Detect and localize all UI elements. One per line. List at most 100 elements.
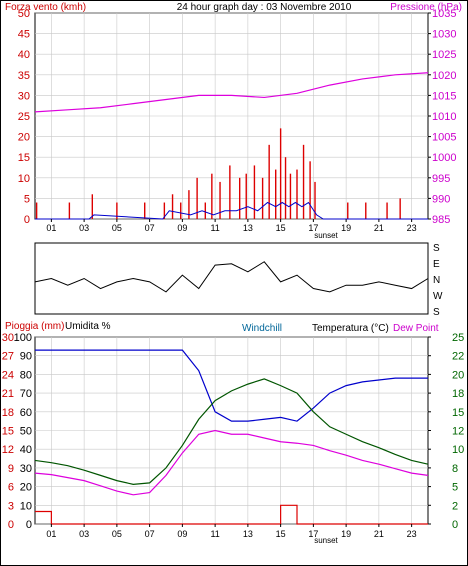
pressure-ticks: 985 990 995 1000 1005 1010 1015 1020 1025 1030 103… — [428, 8, 456, 226]
upper-hour-label: 07 — [145, 223, 155, 233]
wind-direction-series — [34, 261, 429, 293]
rain-tick-label: 0 — [8, 519, 14, 531]
wind-direction-line — [34, 261, 429, 293]
lower-hour-label: 13 — [243, 529, 253, 539]
lower-hour-label: 21 — [374, 529, 384, 539]
lower-hour-label: 09 — [177, 529, 187, 539]
humidity-tick-label: 30 — [20, 463, 32, 475]
lower-hour-label: 11 — [210, 529, 219, 539]
wind-speed-tick-label: 45 — [18, 29, 30, 41]
wind-speed-tick-label: 5 — [24, 193, 30, 205]
humidity-axis-label: Umidita % — [65, 321, 111, 332]
temperature-tick-label: 0 — [452, 519, 458, 531]
humidity-ticks: 0 10 20 30 40 50 60 70 80 90 100 — [14, 332, 32, 531]
wind-direction-tick-label: N — [433, 275, 440, 286]
pressure-tick-label: 1025 — [432, 49, 456, 61]
wind-speed-tick-label: 0 — [24, 214, 30, 226]
temperature-tick-label: 5 — [452, 482, 458, 494]
pressure-tick-label: 1030 — [432, 29, 456, 41]
lower-hour-label: 19 — [341, 529, 351, 539]
wind-speed-tick-label: 35 — [18, 70, 30, 82]
upper-hour-label: 01 — [46, 223, 56, 233]
windchill-label: Windchill — [242, 323, 282, 334]
dewpoint-label: Dew Point — [393, 323, 439, 334]
humidity-tick-label: 0 — [26, 519, 32, 531]
temperature-tick-label: 22 — [452, 351, 464, 363]
lower-sunset-label: sunset — [314, 536, 338, 545]
lower-hour-label: 01 — [46, 529, 56, 539]
upper-hour-label: 19 — [341, 223, 351, 233]
rain-tick-label: 27 — [2, 351, 14, 363]
temperature-tick-label: 10 — [452, 444, 464, 456]
upper-hour-label: 15 — [276, 223, 286, 233]
upper-sunset-label: sunset — [314, 231, 338, 240]
pressure-tick-label: 1010 — [432, 111, 456, 123]
temp-humidity-series — [34, 349, 429, 525]
wind-speed-tick-label: 10 — [18, 173, 30, 185]
rain-tick-label: 30 — [2, 332, 14, 344]
pressure-tick-label: 1015 — [432, 90, 456, 102]
humidity-tick-label: 70 — [20, 388, 32, 400]
wind-gust-line — [35, 201, 428, 220]
pressure-tick-label: 1020 — [432, 70, 456, 82]
upper-hour-label: 21 — [374, 223, 384, 233]
temperature-tick-label: 25 — [452, 332, 464, 344]
rain-tick-label: 9 — [8, 463, 14, 475]
humidity-tick-label: 60 — [20, 407, 32, 419]
temperature-tick-label: 12 — [452, 426, 464, 438]
rain-tick-label: 15 — [2, 426, 14, 438]
humidity-tick-label: 100 — [14, 332, 32, 344]
wind-direction-panel — [34, 242, 429, 315]
temperature-line — [34, 378, 429, 485]
pressure-tick-label: 1035 — [432, 8, 456, 20]
wind-speed-tick-label: 40 — [18, 49, 30, 61]
pressure-tick-label: 985 — [432, 214, 450, 226]
wind-speed-axis-label: Forza vento (kmh) — [5, 2, 86, 13]
rain-tick-label: 24 — [2, 369, 14, 381]
wind-direction-tick-label: E — [433, 259, 440, 270]
lower-hour-label: 05 — [112, 529, 122, 539]
rain-line — [35, 504, 428, 525]
wind-speed-tick-label: 15 — [18, 152, 30, 164]
temperature-tick-label: 18 — [452, 388, 464, 400]
wind-speed-tick-label: 20 — [18, 132, 30, 144]
rain-tick-label: 21 — [2, 388, 14, 400]
rain-tick-label: 6 — [8, 482, 14, 494]
upper-hour-label: 05 — [112, 223, 122, 233]
rain-tick-label: 12 — [2, 444, 14, 456]
lower-hour-label: 03 — [79, 529, 89, 539]
rain-ticks: 0 3 6 9 12 15 18 21 24 27 30 — [2, 332, 14, 531]
pressure-tick-label: 995 — [432, 173, 450, 185]
humidity-tick-label: 20 — [20, 482, 32, 494]
upper-hour-label: 23 — [407, 223, 417, 233]
upper-hour-label: 11 — [210, 223, 219, 233]
humidity-tick-label: 50 — [20, 426, 32, 438]
wind-speed-tick-label: 25 — [18, 111, 30, 123]
lower-hour-label: 17 — [308, 529, 318, 539]
upper-hour-label: 09 — [177, 223, 187, 233]
temperature-tick-label: 2 — [452, 500, 458, 512]
temperature-tick-label: 15 — [452, 407, 464, 419]
humidity-line — [35, 349, 428, 422]
wind-direction-tick-label: S — [433, 307, 440, 318]
humidity-tick-label: 80 — [20, 369, 32, 381]
upper-hour-ticks: 01 03 05 07 09 11 13 15 17 19 21 23 — [46, 219, 417, 233]
pressure-line — [34, 72, 429, 113]
wind-pressure-series — [34, 72, 429, 220]
wind-direction-tick-label: W — [433, 291, 443, 302]
pressure-tick-label: 1000 — [432, 152, 456, 164]
rain-tick-label: 3 — [8, 500, 14, 512]
humidity-tick-label: 40 — [20, 444, 32, 456]
lower-hour-label: 15 — [276, 529, 286, 539]
lower-hour-label: 23 — [407, 529, 417, 539]
upper-hour-label: 17 — [308, 223, 318, 233]
pressure-tick-label: 990 — [432, 193, 450, 205]
dewpoint-line — [34, 429, 429, 496]
rain-axis-label: Pioggia (mm) — [5, 321, 64, 332]
wind-speed-ticks: 0 5 10 15 20 25 30 35 40 45 50 — [18, 8, 30, 226]
pressure-axis-label: Pressione (hPa) — [390, 2, 462, 13]
upper-hour-label: 03 — [79, 223, 89, 233]
humidity-tick-label: 90 — [20, 351, 32, 363]
